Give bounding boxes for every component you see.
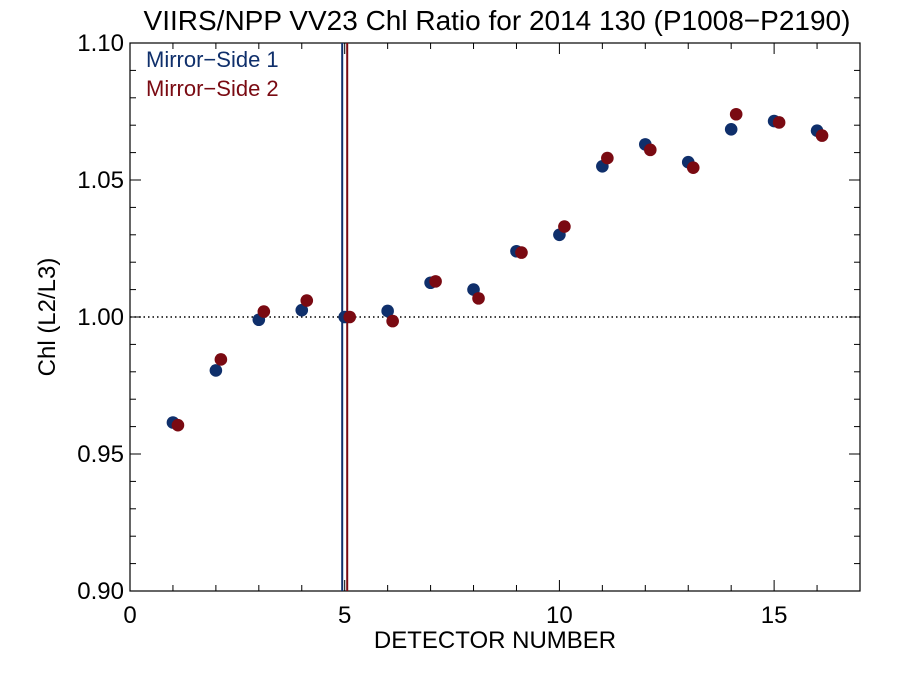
data-point — [772, 116, 786, 129]
data-point — [429, 275, 442, 288]
y-tick-label: 0.95 — [77, 441, 124, 468]
data-point — [601, 151, 614, 165]
x-tick-label: 0 — [123, 602, 136, 629]
data-point — [686, 161, 700, 174]
data-point — [171, 418, 185, 432]
chart-title: VIIRS/NPP VV23 Chl Ratio for 2014 130 (P… — [144, 5, 851, 36]
tick-labels-layer: 0 5 10 15 0.90 0.95 1.00 1.05 1.10 — [77, 30, 787, 629]
data-point — [558, 220, 571, 233]
data-point — [295, 303, 309, 317]
y-tick-label: 1.10 — [77, 30, 124, 57]
legend: Mirror−Side 1 Mirror−Side 2 — [146, 47, 279, 101]
data-point — [214, 353, 228, 366]
y-tick-label: 1.00 — [77, 304, 124, 331]
data-point — [343, 310, 357, 324]
data-point — [381, 304, 394, 318]
y-axis-title: Chl (L2/L3) — [34, 258, 61, 377]
legend-item-mirror-side-1: Mirror−Side 1 — [146, 47, 279, 72]
x-axis-title: DETECTOR NUMBER — [374, 627, 616, 654]
data-point — [729, 107, 743, 121]
data-point — [257, 305, 271, 318]
data-point — [209, 364, 223, 377]
data-point — [472, 292, 485, 305]
axis-ticks — [129, 42, 861, 592]
y-tick-label: 1.05 — [77, 167, 124, 194]
data-point — [300, 294, 314, 307]
x-tick-label: 15 — [761, 602, 788, 629]
data-point — [724, 123, 738, 136]
data-point — [515, 246, 528, 259]
data-point — [815, 129, 829, 142]
data-points-layer — [166, 107, 829, 432]
x-tick-label: 10 — [546, 602, 573, 629]
legend-item-mirror-side-2: Mirror−Side 2 — [146, 76, 279, 101]
data-point — [386, 314, 399, 328]
x-tick-label: 5 — [338, 602, 351, 629]
y-tick-label: 0.90 — [77, 578, 124, 605]
data-point — [643, 143, 657, 157]
